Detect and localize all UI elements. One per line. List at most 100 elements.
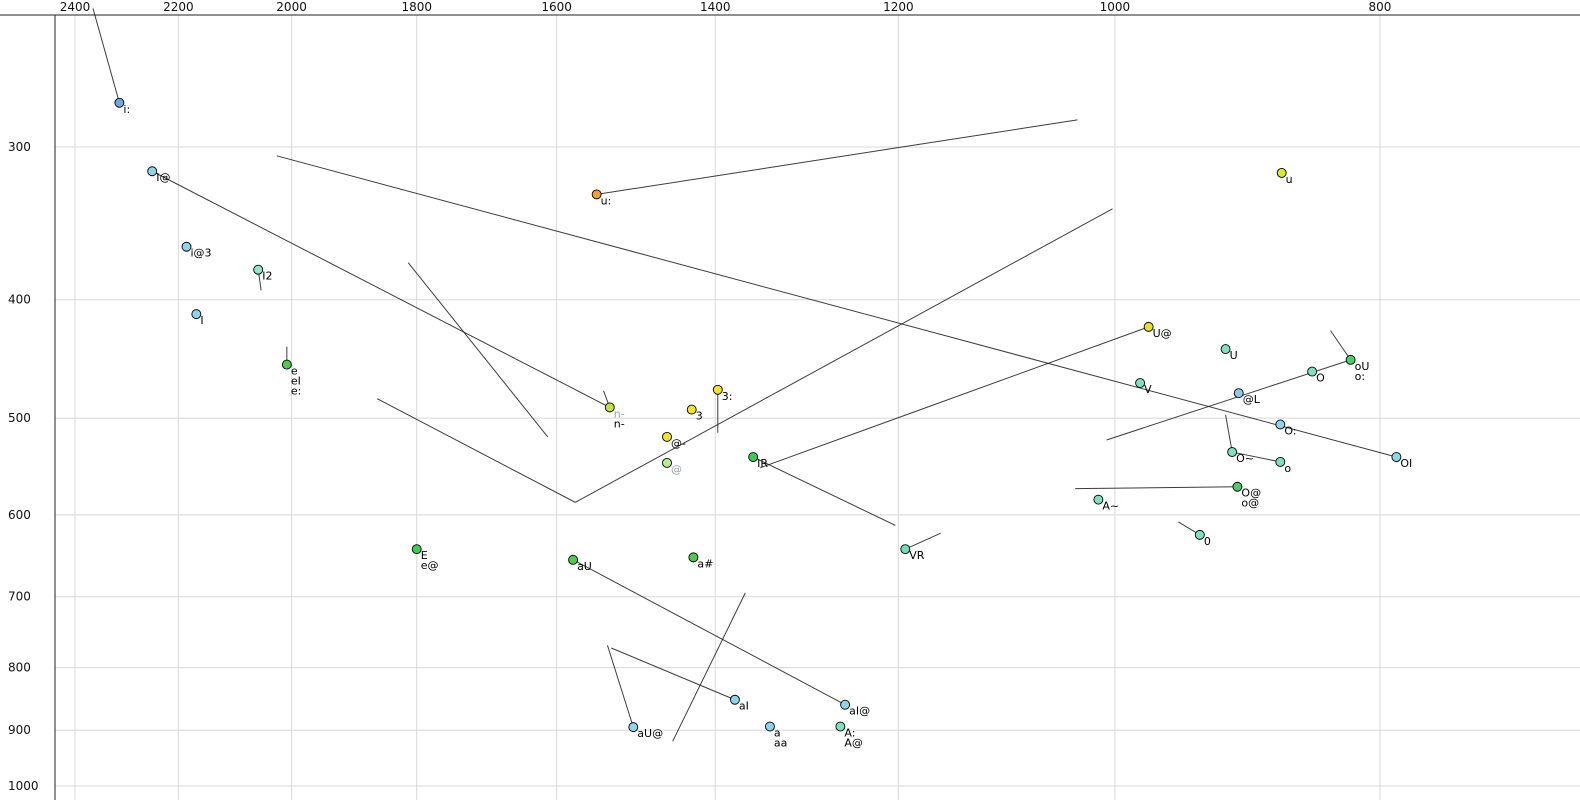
data-point[interactable]	[662, 457, 672, 468]
trajectory-line	[572, 559, 846, 706]
point-label: 0	[1204, 535, 1211, 548]
point-label: A@	[844, 737, 863, 750]
data-point[interactable]	[1275, 419, 1286, 430]
point-label: aI@	[849, 705, 870, 718]
data-point[interactable]	[840, 699, 851, 710]
data-point[interactable]	[1227, 447, 1238, 458]
point-label: 3	[696, 410, 703, 423]
grid-layer	[55, 15, 1580, 800]
point-label: i@3	[191, 247, 212, 260]
point-label: i:	[123, 103, 130, 116]
point-label: u	[1286, 173, 1293, 186]
x-tick-label: 800	[1368, 0, 1391, 14]
trajectory-layer	[92, 8, 1397, 742]
point-label: O	[1316, 372, 1325, 385]
data-point[interactable]	[628, 722, 639, 733]
data-point[interactable]	[688, 552, 699, 563]
point-label: IR	[757, 457, 768, 470]
point-label: aU@	[637, 727, 663, 740]
x-tick-label: 1600	[541, 0, 572, 14]
data-point[interactable]	[662, 431, 672, 442]
data-point[interactable]	[147, 166, 158, 177]
data-point[interactable]	[1143, 321, 1154, 332]
data-point[interactable]	[900, 544, 911, 555]
data-point[interactable]	[764, 721, 775, 732]
point-label: e@	[421, 559, 439, 572]
data-point[interactable]	[181, 241, 192, 252]
point-label: e:	[291, 385, 301, 398]
data-point[interactable]	[1391, 452, 1402, 462]
point-label: O:	[1284, 424, 1296, 437]
trajectory-line	[1232, 451, 1281, 463]
data-point[interactable]	[568, 554, 579, 565]
trajectory-line	[611, 647, 736, 701]
data-point[interactable]	[1135, 378, 1146, 388]
point-label: I	[200, 314, 203, 327]
data-point[interactable]	[1220, 344, 1231, 355]
data-point[interactable]	[1276, 167, 1287, 178]
data-point[interactable]	[748, 452, 759, 462]
data-point[interactable]	[712, 384, 723, 395]
point-label: @L	[1243, 393, 1261, 406]
x-tick-label: 1800	[401, 0, 432, 14]
data-point[interactable]	[114, 97, 125, 108]
point-label: A~	[1102, 500, 1119, 513]
point-label: U	[1230, 349, 1238, 362]
data-point[interactable]	[253, 264, 264, 275]
data-point[interactable]	[1232, 481, 1243, 492]
point-label: O~	[1236, 452, 1254, 465]
data-point[interactable]	[591, 189, 602, 200]
point-label: e	[291, 365, 298, 378]
trajectory-line	[672, 592, 746, 742]
x-tick-label: 1000	[1100, 0, 1131, 14]
data-point[interactable]	[1275, 456, 1286, 467]
trajectory-line	[1075, 486, 1238, 490]
trajectory-line	[276, 155, 1397, 458]
trajectory-line	[376, 398, 576, 503]
trajectory-line	[151, 170, 610, 408]
trajectory-line	[575, 208, 1113, 503]
point-label: A:	[844, 727, 855, 740]
data-point[interactable]	[411, 544, 422, 555]
trajectory-line	[1225, 414, 1233, 453]
point-label: n-	[614, 417, 625, 430]
y-tick-label: 800	[8, 661, 31, 675]
x-tick-label: 2000	[276, 0, 307, 14]
y-tick-label: 600	[8, 508, 31, 522]
y-tick-label: 1000	[8, 779, 39, 793]
data-point[interactable]	[1345, 354, 1356, 365]
point-label: I@	[156, 171, 170, 184]
point-label: E	[421, 549, 428, 562]
point-label: @-	[671, 437, 686, 450]
y-tick-label: 900	[8, 723, 31, 737]
trajectory-line	[596, 119, 1078, 195]
trajectory-line	[1330, 330, 1352, 361]
trajectory-line	[760, 326, 1149, 469]
data-point[interactable]	[191, 309, 202, 320]
data-point[interactable]	[729, 694, 740, 705]
point-label: U@	[1153, 327, 1172, 340]
point-label: eI	[291, 375, 301, 388]
data-point[interactable]	[604, 402, 615, 413]
y-tick-label: 700	[8, 590, 31, 604]
point-label: 3:	[722, 390, 733, 403]
point-label: o:	[1355, 370, 1365, 383]
y-tick-label: 500	[8, 411, 31, 425]
point-label: o@	[1241, 497, 1259, 510]
data-point[interactable]	[835, 721, 846, 732]
x-tick-label: 2400	[60, 0, 91, 14]
point-label: I2	[262, 270, 272, 283]
point-label: oU	[1355, 360, 1370, 373]
points-layer	[114, 97, 1402, 733]
data-point[interactable]	[1307, 366, 1318, 377]
data-point[interactable]	[1093, 494, 1104, 505]
data-point[interactable]	[281, 359, 292, 370]
x-tick-label: 1200	[883, 0, 914, 14]
point-label: O@	[1241, 487, 1261, 500]
data-point[interactable]	[1194, 529, 1205, 540]
data-point[interactable]	[686, 404, 697, 415]
point-label: a#	[697, 557, 713, 570]
data-point[interactable]	[1233, 388, 1244, 399]
